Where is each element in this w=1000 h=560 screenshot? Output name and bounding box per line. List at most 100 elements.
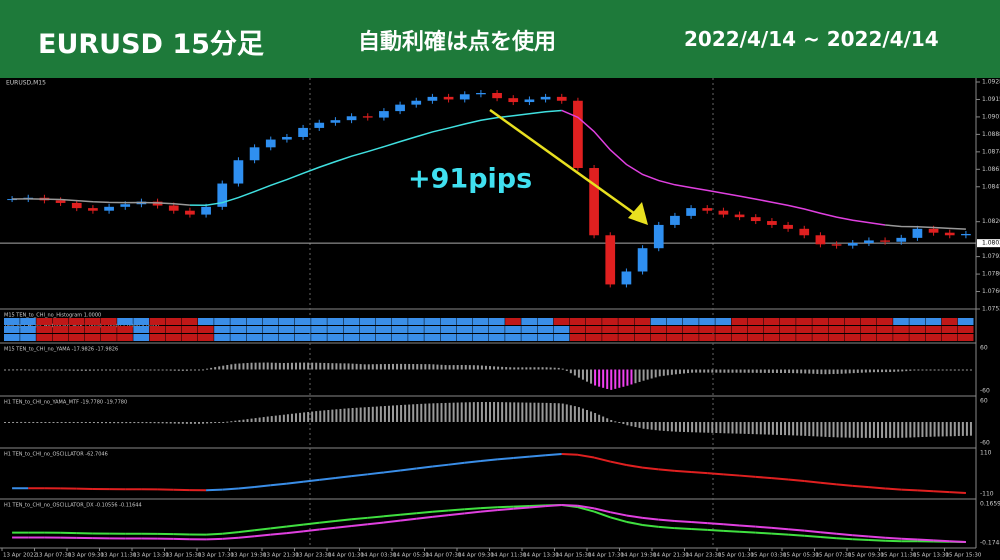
indicator-bar — [4, 369, 6, 371]
dx-line — [383, 513, 401, 518]
period: 2022/4/14 ~ 2022/4/14 — [684, 27, 939, 51]
indicator-bar — [804, 422, 807, 436]
histogram-cell — [165, 318, 182, 325]
dx-line — [674, 527, 692, 531]
histogram-cell — [36, 326, 52, 333]
indicator-bar — [40, 369, 43, 371]
indicator-bar — [4, 422, 6, 423]
indicator-bar — [84, 422, 87, 423]
indicator-bar — [513, 367, 516, 370]
indicator-bar — [610, 419, 613, 422]
histogram-cell — [36, 318, 52, 325]
dx-line — [933, 539, 950, 543]
indicator-bar — [363, 364, 366, 370]
indicator-bar — [577, 407, 580, 422]
dx-line — [399, 512, 417, 516]
indicator-bar — [129, 422, 132, 424]
indicator-bar — [16, 421, 19, 423]
indicator-bar — [153, 369, 156, 371]
oscillator-line — [383, 469, 401, 474]
indicator-bar — [125, 369, 128, 371]
indicator-bar — [792, 369, 795, 374]
indicator-bar — [8, 421, 11, 423]
histogram-cell — [375, 334, 392, 341]
current-price-label: 1.08039 — [982, 240, 1000, 247]
time-label: 15 Apr 11:30 — [881, 553, 917, 559]
histogram-cell — [877, 318, 893, 325]
indicator-bar — [715, 369, 718, 373]
time-label: 13 Apr 09:30 — [68, 553, 104, 559]
indicator-bar — [683, 422, 685, 432]
indicator-bar — [20, 421, 23, 423]
indicator-bar — [893, 422, 896, 438]
dx-line — [206, 532, 223, 536]
indicator-bar — [173, 422, 176, 424]
indicator-bar — [226, 421, 229, 423]
indicator-bar — [173, 369, 176, 371]
price-label: 1.08205 — [982, 218, 1000, 225]
histogram-cell — [909, 318, 925, 325]
current-price-box — [977, 239, 1000, 248]
indicator-bar — [359, 407, 362, 422]
indicator-bar — [767, 369, 770, 373]
indicator-bar — [161, 422, 164, 424]
histogram-cell — [359, 326, 376, 333]
indicator-bar — [145, 422, 148, 424]
histogram-cell — [747, 326, 764, 333]
indicator-bar — [472, 365, 475, 370]
indicator-bar — [525, 402, 528, 422]
indicator-bar — [109, 369, 112, 371]
panel-label: M15 TEN_to_CHI_no_YAMA -17.9826 -17.9826 — [4, 347, 118, 353]
histogram-cell — [893, 326, 909, 333]
histogram-cell — [408, 318, 424, 325]
indicator-bar — [193, 422, 196, 424]
indicator-bar — [392, 405, 394, 422]
time-label: 14 Apr 19:30 — [621, 553, 657, 559]
indicator-bar — [72, 369, 75, 371]
histogram-cell — [844, 334, 861, 341]
indicator-bar — [590, 369, 593, 384]
indicator-bar — [319, 410, 322, 422]
dx-line — [351, 523, 368, 527]
indicator-bar — [848, 369, 851, 374]
indicator-bar — [868, 369, 871, 373]
indicator-bar — [230, 364, 233, 370]
oscillator-line — [755, 475, 772, 480]
candle — [459, 94, 470, 100]
indicator-bar — [133, 422, 136, 424]
candle — [362, 116, 373, 118]
indicator-bar — [889, 422, 892, 438]
indicator-bar — [452, 365, 455, 370]
dx-line — [497, 505, 514, 509]
dx-line — [561, 504, 578, 507]
histogram-cell — [699, 334, 715, 341]
indicator-bar — [872, 369, 875, 373]
price-label: 1.08475 — [982, 183, 1000, 190]
histogram-cell — [731, 334, 748, 341]
dx-line — [609, 516, 627, 523]
indicator-bar — [561, 368, 564, 370]
indicator-bar — [557, 403, 560, 422]
indicator-bar — [88, 422, 91, 423]
indicator-bar — [788, 369, 791, 374]
indicator-bar — [654, 369, 657, 378]
indicator-bar — [505, 367, 508, 370]
indicator-bar — [860, 422, 863, 438]
histogram-cell — [618, 326, 634, 333]
indicator-bar — [44, 422, 47, 423]
indicator-bar — [961, 422, 964, 436]
indicator-bar — [743, 422, 746, 434]
histogram-cell — [52, 334, 69, 341]
histogram-cell — [262, 318, 279, 325]
dx-line — [464, 507, 481, 511]
indicator-bar — [751, 422, 754, 435]
oscillator-line — [577, 453, 595, 459]
indicator-bar — [56, 369, 59, 371]
indicator-bar — [969, 422, 972, 436]
dx-line — [626, 520, 643, 526]
indicator-bar — [521, 402, 524, 422]
indicator-bar — [525, 367, 528, 370]
oscillator-line — [270, 482, 288, 487]
time-label: 13 Apr 23:30 — [296, 553, 332, 559]
candle — [831, 244, 842, 246]
